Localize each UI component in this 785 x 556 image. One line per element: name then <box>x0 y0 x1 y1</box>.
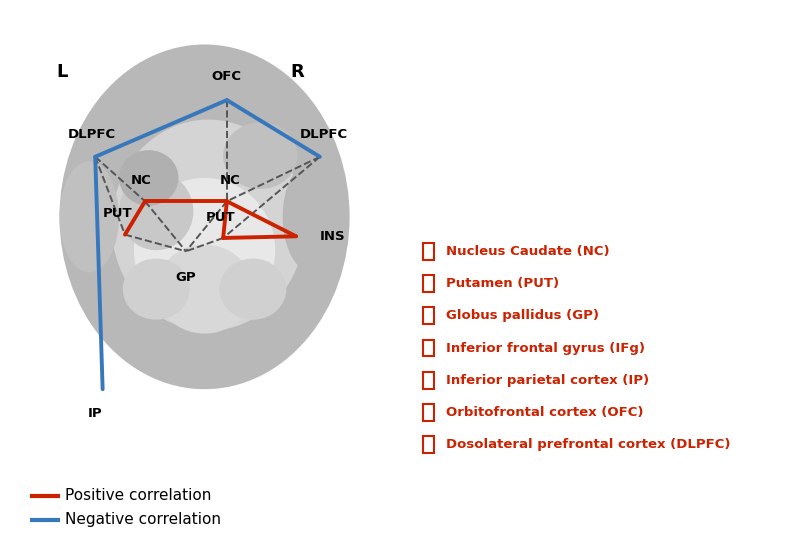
Text: Globus pallidus (GP): Globus pallidus (GP) <box>447 309 599 322</box>
Ellipse shape <box>220 259 287 320</box>
Ellipse shape <box>122 259 190 320</box>
Bar <box>422 275 434 292</box>
Bar <box>422 307 434 324</box>
Text: NC: NC <box>221 174 241 187</box>
Text: PUT: PUT <box>206 211 236 224</box>
Text: NC: NC <box>131 174 152 187</box>
Ellipse shape <box>119 172 193 250</box>
Text: IP: IP <box>88 407 103 420</box>
Ellipse shape <box>134 178 276 322</box>
Text: Putamen (PUT): Putamen (PUT) <box>447 277 560 290</box>
Text: R: R <box>290 63 305 81</box>
Bar <box>422 436 434 453</box>
Ellipse shape <box>156 245 253 334</box>
Bar <box>422 340 434 356</box>
Ellipse shape <box>119 150 178 206</box>
Text: Orbitofrontal cortex (OFC): Orbitofrontal cortex (OFC) <box>447 406 644 419</box>
Text: Positive correlation: Positive correlation <box>65 489 212 503</box>
Text: Inferior frontal gyrus (IFg): Inferior frontal gyrus (IFg) <box>447 341 645 355</box>
Bar <box>422 243 434 260</box>
Text: Negative correlation: Negative correlation <box>65 513 221 527</box>
Ellipse shape <box>283 161 342 272</box>
Text: GP: GP <box>176 271 196 284</box>
Ellipse shape <box>60 161 119 272</box>
Text: Nucleus Caudate (NC): Nucleus Caudate (NC) <box>447 245 610 258</box>
Text: INS: INS <box>319 230 345 243</box>
Bar <box>422 404 434 421</box>
Ellipse shape <box>111 120 305 331</box>
Text: PUT: PUT <box>103 207 133 220</box>
Bar <box>422 372 434 389</box>
Text: Dosolateral prefrontal cortex (DLPFC): Dosolateral prefrontal cortex (DLPFC) <box>447 438 731 451</box>
Text: L: L <box>56 63 68 81</box>
Text: OFC: OFC <box>212 71 242 83</box>
Ellipse shape <box>223 122 298 189</box>
Text: DLPFC: DLPFC <box>300 128 348 141</box>
Text: DLPFC: DLPFC <box>68 128 115 141</box>
Ellipse shape <box>60 44 349 389</box>
Text: Inferior parietal cortex (IP): Inferior parietal cortex (IP) <box>447 374 649 387</box>
